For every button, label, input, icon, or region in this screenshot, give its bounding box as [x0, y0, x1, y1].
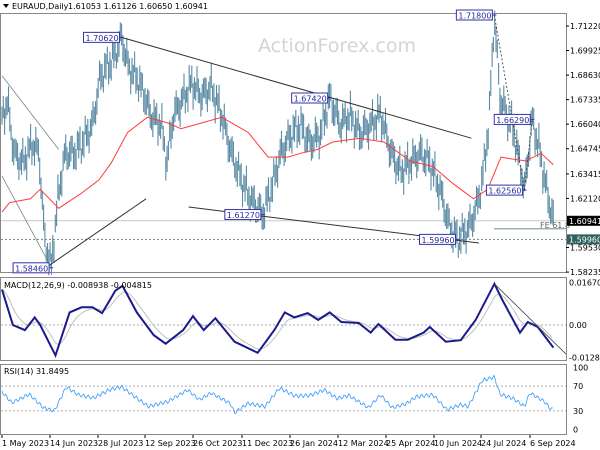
annotation-box — [493, 113, 531, 125]
annotation-box — [485, 184, 523, 196]
annotation-label: 1.59960 — [422, 236, 455, 245]
rsi-label: RSI(14) 31.8495 — [4, 367, 69, 376]
rsi-panel — [0, 364, 567, 435]
date-axis-label: 14 Jun 2023 — [50, 439, 98, 448]
annotation-label: 1.71800 — [458, 12, 491, 21]
annotation-label: 1.58460 — [15, 264, 48, 273]
trendline — [45, 198, 147, 269]
triangle-down-icon — [3, 4, 9, 8]
date-axis-label: 11 Dec 2023 — [242, 439, 293, 448]
trendline — [1, 75, 60, 150]
macd-trendline — [494, 283, 567, 355]
price-axis-label: 1.68630 — [570, 71, 600, 80]
price-axis-label: 1.63415 — [570, 170, 600, 179]
macd-axis-label: -0.012869 — [569, 354, 600, 363]
annotation-box — [12, 262, 50, 274]
annotation-label: 1.61270 — [227, 211, 260, 220]
annotation-label: 1.66290 — [496, 116, 529, 125]
annotation-label: 1.67420 — [294, 95, 327, 104]
date-axis-label: 6 Sep 2024 — [530, 439, 576, 448]
date-axis-label: 26 Jan 2024 — [290, 439, 338, 448]
level-badge — [567, 234, 600, 245]
trendline — [121, 36, 472, 139]
price-axis-label: 1.71220 — [570, 22, 600, 31]
trendline — [1, 175, 52, 268]
annotation-label: 1.70620 — [86, 34, 119, 43]
macd-panel — [0, 277, 567, 361]
fe-label: FE 61.8 — [540, 221, 570, 230]
price-axis-label: 1.64745 — [570, 145, 600, 154]
annotation-box — [83, 31, 120, 43]
annotation-box — [291, 92, 329, 104]
current-price-label: 1.60941 — [569, 217, 600, 226]
price-axis-label: 1.62120 — [570, 194, 600, 203]
date-axis-label: 12 Sep 2023 — [145, 439, 196, 448]
symbol-label: EURAUD,Daily — [12, 2, 69, 11]
price-axis-label: 1.69925 — [570, 47, 600, 56]
date-axis-label: 10 Jun 2024 — [434, 439, 482, 448]
moving-average-line — [1, 116, 554, 213]
price-axis-label: 1.58235 — [570, 268, 600, 277]
date-axis-label: 1 May 2023 — [2, 439, 49, 448]
rsi-line — [1, 374, 553, 414]
macd-axis-label: 0.00 — [569, 321, 587, 330]
macd-label: MACD(12,26,9) -0.008938 -0.004815 — [4, 281, 152, 290]
annotation-box — [455, 9, 493, 21]
date-axis-label: 28 Jul 2023 — [98, 439, 143, 448]
price-axis-label: 1.59530 — [570, 244, 600, 253]
date-axis-label: 26 Oct 2023 — [193, 439, 242, 448]
macd-line — [1, 281, 555, 359]
rsi-axis-label: 30 — [573, 407, 583, 416]
rsi-axis-label: 70 — [573, 382, 583, 391]
date-axis-label: 25 Apr 2024 — [386, 439, 435, 448]
ohlc-readout: 1.61053 1.61126 1.60650 1.60941 — [68, 2, 208, 11]
rsi-axis-label: 0 — [573, 425, 578, 434]
macd-axis-label: 0.016704 — [569, 279, 600, 288]
annotation-box — [419, 233, 456, 245]
date-axis-label: 24 Jul 2024 — [481, 439, 526, 448]
rsi-axis-label: 100 — [573, 364, 588, 373]
trendline — [493, 14, 525, 191]
current-price-badge — [567, 215, 600, 226]
annotation-label: 1.62560 — [488, 187, 521, 196]
watermark: ActionForex.com — [258, 35, 416, 57]
price-axis-label: 1.67335 — [570, 96, 600, 105]
date-axis-label: 12 Mar 2024 — [338, 439, 389, 448]
annotation-box — [224, 209, 262, 221]
level-badge-label: 1.59960 — [569, 235, 600, 244]
price-axis-label: 1.66040 — [570, 120, 600, 129]
price-bars — [1, 10, 554, 276]
